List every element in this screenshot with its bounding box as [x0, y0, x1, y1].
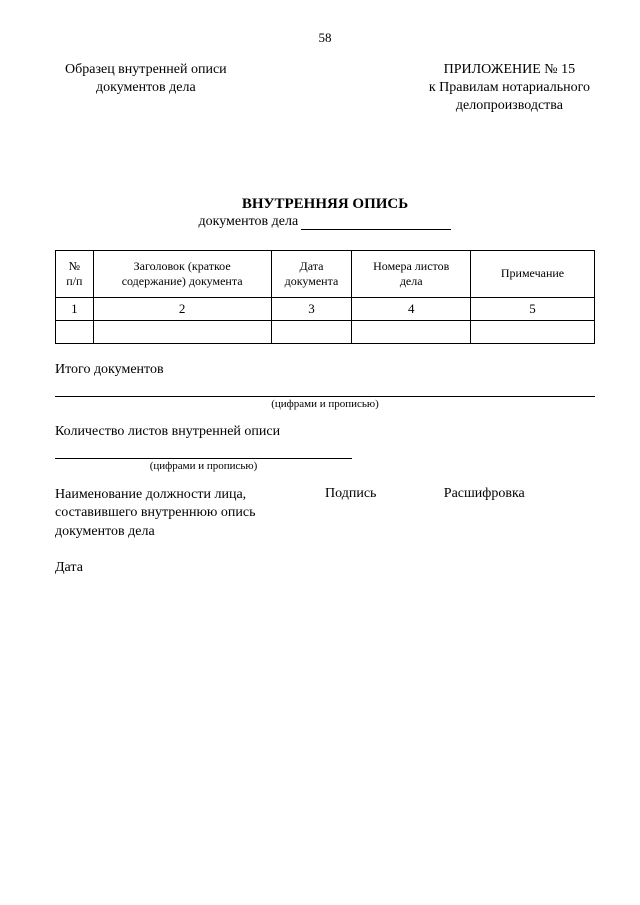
header-left: Образец внутренней описи документов дела — [55, 61, 227, 116]
empty-cell — [56, 320, 94, 343]
header-right: ПРИЛОЖЕНИЕ № 15 к Правилам нотариального… — [429, 61, 595, 116]
cell-num-3: 3 — [271, 297, 352, 320]
header-right-line2: к Правилам нотариального — [429, 79, 590, 97]
signature-sign: Подпись — [325, 486, 444, 543]
cell-num-1: 1 — [56, 297, 94, 320]
empty-cell — [352, 320, 471, 343]
position-line3: документов дела — [55, 523, 325, 542]
header-right-line1: ПРИЛОЖЕНИЕ № 15 — [429, 61, 590, 79]
total-docs-caption: (цифрами и прописью) — [55, 398, 595, 410]
empty-cell — [271, 320, 352, 343]
date-label: Дата — [55, 560, 595, 576]
title-main: ВНУТРЕННЯЯ ОПИСЬ — [55, 196, 595, 213]
total-docs-line — [55, 380, 595, 397]
header-right-line3: делопроизводства — [429, 97, 590, 115]
title-blank-line — [301, 229, 451, 230]
header-row: Образец внутренней описи документов дела… — [55, 61, 595, 116]
table-empty-row — [56, 320, 595, 343]
signature-row: Наименование должности лица, составившег… — [55, 486, 595, 543]
table-number-row: 1 2 3 4 5 — [56, 297, 595, 320]
empty-cell — [471, 320, 595, 343]
signature-position: Наименование должности лица, составившег… — [55, 486, 325, 543]
sheets-count-caption: (цифрами и прописью) — [55, 460, 352, 472]
sheets-count-line — [55, 442, 352, 459]
signature-decode: Расшифровка — [444, 486, 595, 543]
register-table: №п/п Заголовок (краткоесодержание) докум… — [55, 250, 595, 344]
empty-cell — [93, 320, 271, 343]
col-header-sheets: Номера листовдела — [352, 250, 471, 297]
sheets-count-label: Количество листов внутренней описи — [55, 424, 595, 440]
title-sub: документов дела — [199, 214, 299, 230]
cell-num-2: 2 — [93, 297, 271, 320]
position-line2: составившего внутреннюю опись — [55, 504, 325, 523]
col-header-date: Датадокумента — [271, 250, 352, 297]
title-block: ВНУТРЕННЯЯ ОПИСЬ документов дела — [55, 196, 595, 230]
header-left-line2: документов дела — [65, 79, 227, 97]
col-header-note: Примечание — [471, 250, 595, 297]
position-line1: Наименование должности лица, — [55, 486, 325, 505]
header-left-line1: Образец внутренней описи — [65, 61, 227, 79]
col-header-num: №п/п — [56, 250, 94, 297]
col-header-title: Заголовок (краткоесодержание) документа — [93, 250, 271, 297]
page-number: 58 — [55, 30, 595, 46]
total-docs-label: Итого документов — [55, 362, 595, 378]
cell-num-4: 4 — [352, 297, 471, 320]
cell-num-5: 5 — [471, 297, 595, 320]
